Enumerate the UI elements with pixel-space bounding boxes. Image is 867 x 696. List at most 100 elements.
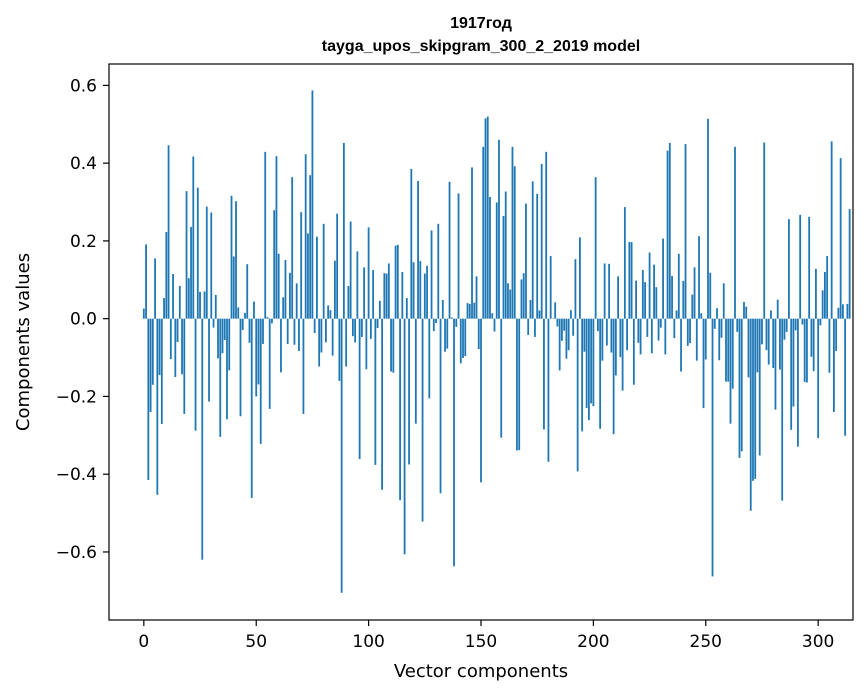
bar-170 bbox=[525, 203, 527, 319]
bar-40 bbox=[232, 256, 235, 319]
bar-100 bbox=[367, 227, 370, 319]
bar-199 bbox=[590, 318, 593, 404]
bar-29 bbox=[208, 318, 210, 402]
bar-242 bbox=[686, 318, 689, 346]
bar-138 bbox=[453, 318, 455, 567]
bar-133 bbox=[441, 300, 444, 319]
bar-90 bbox=[345, 318, 348, 367]
bar-291 bbox=[797, 318, 799, 447]
bar-256 bbox=[718, 318, 721, 361]
bar-57 bbox=[271, 318, 273, 324]
bar-72 bbox=[304, 154, 307, 319]
bar-232 bbox=[664, 318, 667, 355]
bar-52 bbox=[259, 318, 262, 444]
bar-59 bbox=[275, 156, 278, 319]
bar-282 bbox=[776, 299, 779, 319]
bar-240 bbox=[682, 280, 685, 319]
bar-191 bbox=[572, 318, 575, 336]
x-tick-label: 250 bbox=[690, 632, 722, 652]
bar-53 bbox=[262, 318, 264, 344]
bar-153 bbox=[486, 116, 489, 319]
bar-84 bbox=[331, 318, 334, 356]
bar-58 bbox=[273, 210, 276, 319]
x-tick-label: 200 bbox=[577, 632, 609, 652]
bar-304 bbox=[826, 256, 829, 319]
bar-36 bbox=[223, 318, 226, 341]
bar-204 bbox=[601, 318, 604, 361]
bar-39 bbox=[230, 195, 233, 319]
y-axis-ticks: −0.6 −0.4 −0.2 0.0 0.2 0.4 0.6 bbox=[56, 76, 109, 563]
bar-217 bbox=[630, 242, 633, 319]
bar-268 bbox=[745, 306, 748, 319]
bar-169 bbox=[522, 273, 525, 319]
bar-131 bbox=[437, 223, 440, 319]
bar-166 bbox=[516, 318, 518, 451]
bar-24 bbox=[196, 187, 199, 319]
y-axis-label: Components values bbox=[13, 253, 34, 431]
bar-308 bbox=[835, 318, 838, 351]
bar-140 bbox=[457, 193, 460, 319]
bar-8 bbox=[160, 318, 163, 425]
bar-299 bbox=[815, 268, 817, 319]
bar-168 bbox=[520, 279, 523, 319]
bar-76 bbox=[313, 318, 316, 334]
bar-101 bbox=[369, 318, 372, 339]
bar-283 bbox=[779, 318, 781, 370]
bar-66 bbox=[291, 177, 294, 319]
bar-20 bbox=[187, 278, 190, 319]
chart-title: 1917год bbox=[450, 15, 512, 32]
bar-106 bbox=[381, 318, 383, 490]
bar-154 bbox=[489, 196, 491, 319]
bar-248 bbox=[700, 313, 703, 319]
bar-70 bbox=[300, 212, 303, 319]
bar-79 bbox=[320, 318, 323, 353]
bar-254 bbox=[713, 318, 716, 329]
bar-115 bbox=[401, 272, 404, 319]
bar-150 bbox=[480, 318, 482, 483]
bar-63 bbox=[284, 259, 287, 319]
bar-21 bbox=[190, 226, 192, 319]
bar-213 bbox=[621, 318, 624, 391]
y-tick-label: −0.6 bbox=[56, 543, 97, 563]
bar-216 bbox=[628, 242, 631, 319]
bar-30 bbox=[210, 212, 213, 319]
bar-16 bbox=[178, 286, 181, 319]
bar-2 bbox=[147, 318, 150, 481]
bar-257 bbox=[720, 318, 723, 338]
bar-17 bbox=[181, 318, 183, 375]
bar-122 bbox=[417, 181, 419, 319]
bar-94 bbox=[354, 318, 357, 343]
bar-15 bbox=[176, 318, 179, 342]
bar-260 bbox=[727, 318, 730, 382]
bar-211 bbox=[617, 276, 620, 319]
bar-35 bbox=[221, 318, 224, 354]
bar-141 bbox=[459, 318, 462, 364]
bar-214 bbox=[623, 207, 626, 319]
bar-276 bbox=[763, 142, 766, 319]
y-tick-label: −0.4 bbox=[56, 465, 97, 485]
bar-10 bbox=[165, 231, 168, 319]
bar-262 bbox=[731, 318, 734, 389]
bar-144 bbox=[466, 303, 469, 319]
bar-120 bbox=[412, 262, 415, 319]
bar-147 bbox=[473, 302, 476, 319]
bar-146 bbox=[471, 167, 473, 319]
bar-259 bbox=[725, 318, 727, 382]
bar-47 bbox=[248, 318, 251, 343]
bar-230 bbox=[659, 318, 662, 328]
bar-5 bbox=[154, 258, 156, 319]
bar-132 bbox=[439, 318, 442, 494]
bar-246 bbox=[695, 318, 698, 361]
bar-80 bbox=[322, 223, 325, 319]
bar-233 bbox=[666, 150, 669, 319]
bar-274 bbox=[758, 318, 761, 456]
bar-245 bbox=[693, 267, 696, 319]
bar-295 bbox=[806, 318, 808, 383]
bar-222 bbox=[641, 270, 644, 319]
bar-25 bbox=[199, 291, 201, 319]
bar-103 bbox=[374, 318, 377, 465]
bar-49 bbox=[253, 301, 255, 319]
bar-239 bbox=[680, 318, 682, 372]
bar-165 bbox=[513, 166, 516, 319]
bar-264 bbox=[736, 318, 739, 332]
